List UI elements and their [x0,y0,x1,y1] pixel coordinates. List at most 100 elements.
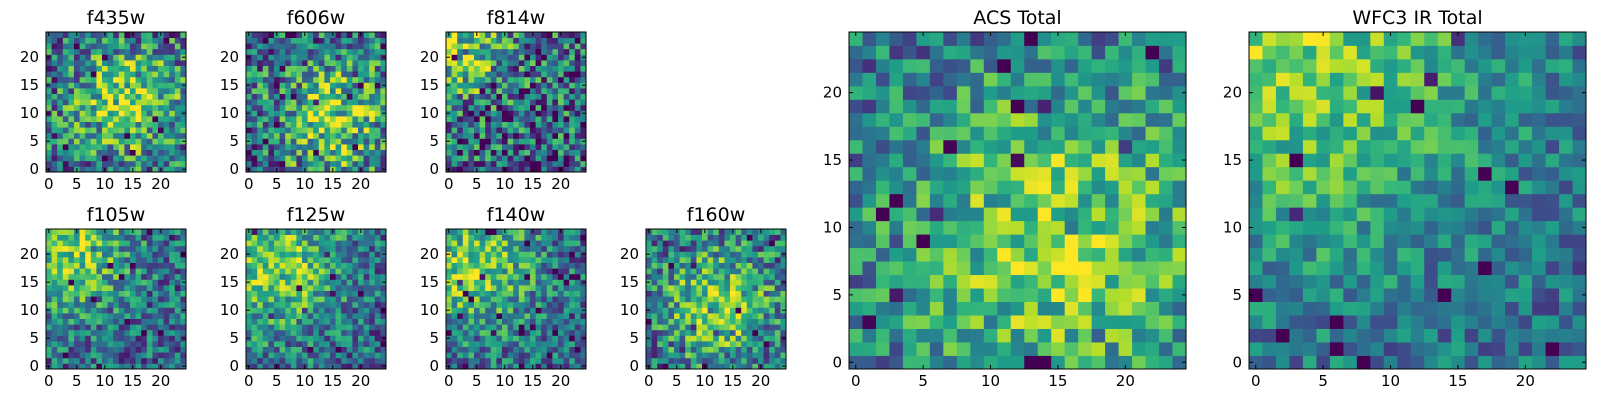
heatmap-cell [502,65,508,72]
heatmap-cell [163,329,170,336]
heatmap-cell [330,329,336,336]
heatmap-cell [274,251,280,258]
heatmap-cell [318,71,325,78]
heatmap-cell [369,285,376,291]
heatmap-cell [180,155,187,162]
heatmap-cell [479,65,486,72]
heatmap-cell [462,279,469,286]
heatmap-cell [1091,247,1106,262]
heatmap-cell [580,127,587,134]
heatmap-cell [502,43,508,50]
heatmap-cell [158,262,164,269]
heatmap-cell [246,37,252,44]
heatmap-cell [479,32,486,38]
heatmap-cell [690,363,697,370]
heatmap-cell [285,65,292,72]
heatmap-cell [451,240,458,247]
heatmap-cell [468,301,475,308]
heatmap-cell [668,301,675,308]
heatmap-cell [257,268,264,275]
heatmap-cell [341,65,348,72]
heatmap-cell [502,313,508,319]
heatmap-cell [107,110,114,117]
heatmap-cell [674,290,680,297]
x-tick-label: 0 [244,372,254,390]
heatmap-cell [352,268,359,275]
heatmap-cell [62,65,69,72]
heatmap-cell [135,352,142,359]
heatmap-cell [558,318,564,325]
heatmap-cell [530,234,536,241]
heatmap-cell [929,328,944,343]
heatmap-cell [146,166,153,173]
heatmap-cell [479,329,486,336]
heatmap-cell [352,76,359,83]
heatmap-cell [307,341,314,347]
heatmap-cell [713,229,720,235]
heatmap-cell [468,229,475,235]
heatmap-cell [724,290,731,297]
heatmap-cell [662,363,669,370]
heatmap-cell [169,82,176,89]
heatmap-cell [746,268,753,275]
heatmap-cell [246,160,252,167]
heatmap-cell [335,32,342,38]
heatmap-cell [518,313,525,319]
heatmap-cell [685,229,692,235]
heatmap-cell [535,296,542,303]
heatmap-cell [107,149,114,156]
heatmap-cell [74,335,80,342]
heatmap-cell [313,352,320,359]
heatmap-cell [502,251,508,258]
heatmap-cell [324,149,331,156]
heatmap-cell [563,335,570,342]
heatmap-cell [690,245,697,252]
x-tick-label: 20 [151,175,170,193]
heatmap-cell [68,104,75,111]
heatmap-cell [330,335,336,342]
heatmap-cell [46,121,52,128]
heatmap-cell [558,296,564,303]
heatmap-cell [158,245,164,252]
heatmap-cell [518,324,525,331]
heatmap-cell [290,262,297,269]
heatmap-cell [746,301,753,308]
heatmap-cell [352,54,359,61]
heatmap-cell [580,273,587,280]
heatmap-cell [1010,274,1025,289]
heatmap-cell [324,240,331,247]
heatmap-cell [113,329,120,336]
heatmap-cell [369,346,376,353]
heatmap-cell [174,245,181,252]
heatmap-cell [62,341,69,347]
heatmap-cell [124,71,131,78]
heatmap-cell [535,121,542,128]
heatmap-cell [735,268,742,275]
heatmap-cell [163,357,170,364]
heatmap-cell [96,257,103,263]
heatmap-cell [324,116,331,122]
heatmap-cell [107,43,114,50]
heatmap-cell [180,346,187,353]
heatmap-cell [146,273,153,280]
heatmap-cell [457,155,464,162]
heatmap-cell [752,229,759,235]
heatmap-cell [96,32,103,38]
heatmap-cell [485,240,492,247]
heatmap-cell [274,110,280,117]
heatmap-cell [302,279,308,286]
heatmap-cell [518,279,525,286]
heatmap-cell [124,296,131,303]
heatmap-cell [79,116,86,122]
heatmap-cell [363,245,370,252]
heatmap-cell [85,329,92,336]
heatmap-cell [507,48,514,55]
heatmap-cell [274,324,280,331]
heatmap-cell [57,307,64,314]
heatmap-cell [330,240,336,247]
heatmap-cell [257,82,264,89]
heatmap-cell [163,268,170,275]
heatmap-cell [335,352,342,359]
heatmap-cell [457,166,464,173]
heatmap-cell [457,268,464,275]
